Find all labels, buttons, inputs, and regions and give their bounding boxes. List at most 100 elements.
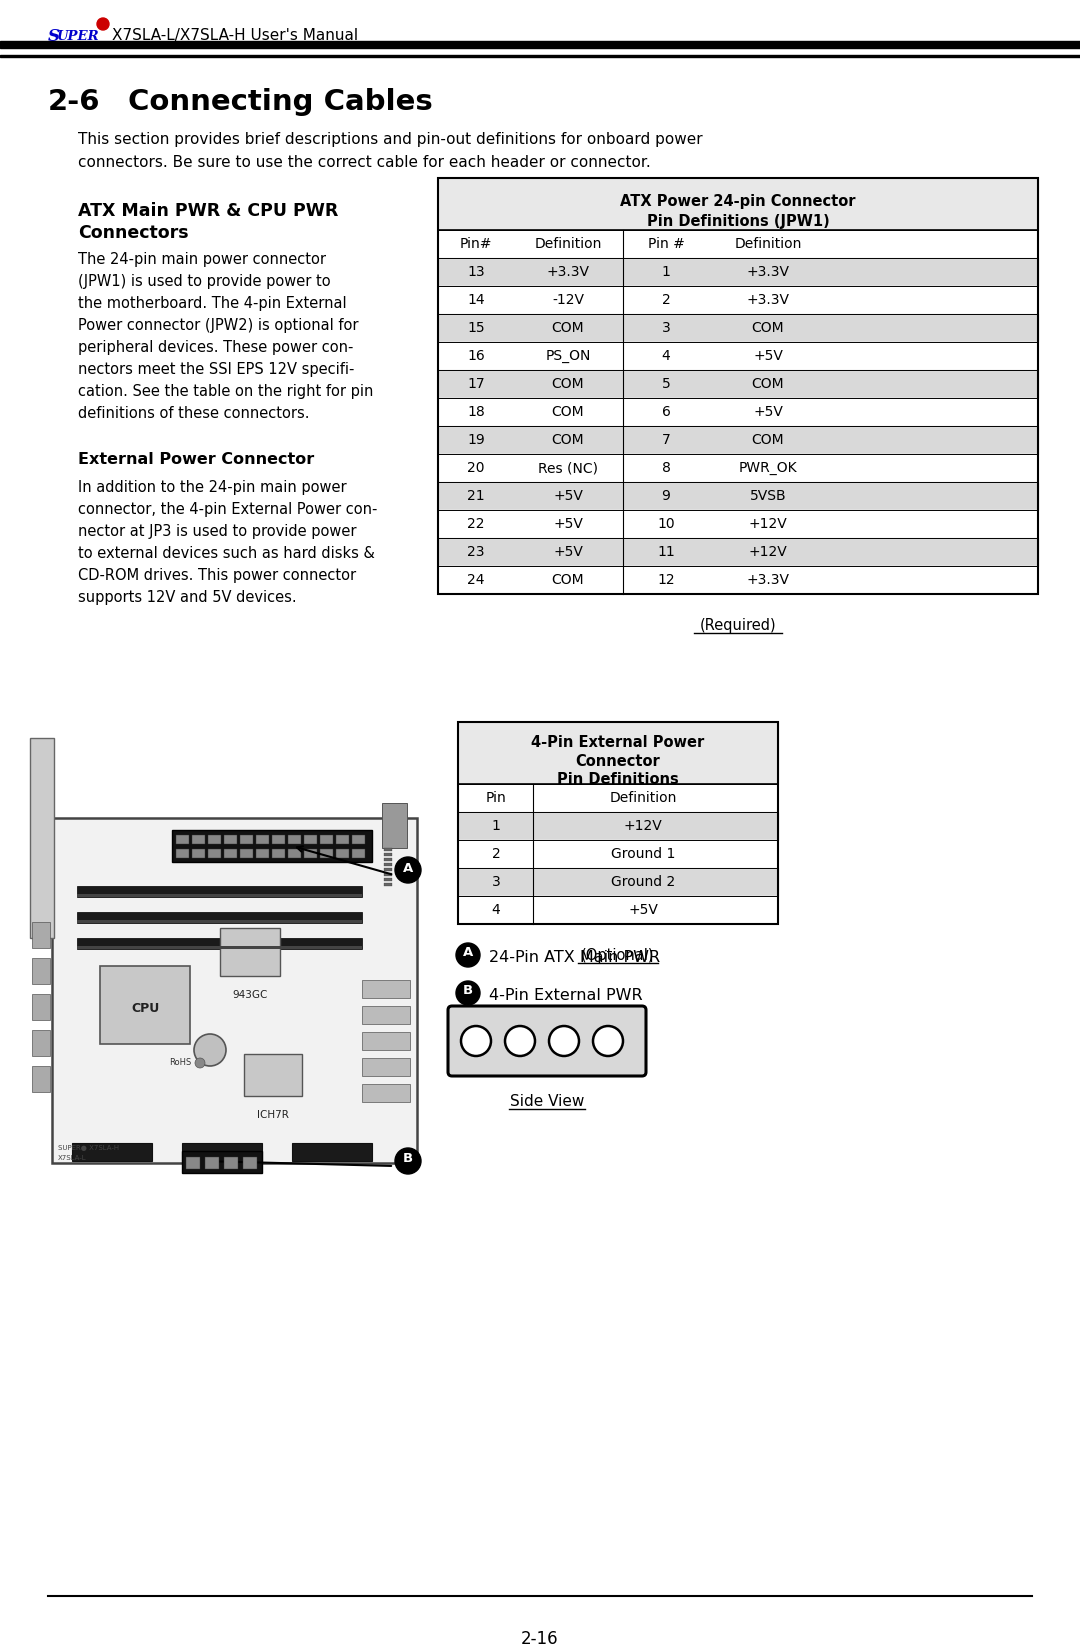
Text: PS_ON: PS_ON [545,350,591,363]
Text: 16: 16 [468,350,485,363]
Text: 18: 18 [468,404,485,419]
Text: Pin#: Pin# [460,238,492,251]
Circle shape [194,1035,226,1066]
Text: Pin: Pin [486,790,507,805]
Bar [384,853,392,856]
Text: A: A [403,861,414,875]
Text: 12: 12 [658,573,675,587]
Text: 4-Pin External Power: 4-Pin External Power [531,734,704,751]
Text: 24-Pin ATX Main PWR: 24-Pin ATX Main PWR [489,950,660,965]
Text: 4: 4 [491,903,500,917]
Text: ATX Power 24-pin Connector: ATX Power 24-pin Connector [620,195,855,210]
Text: COM: COM [752,432,784,447]
Text: 3: 3 [491,874,500,889]
Bar [240,835,253,845]
Text: 1: 1 [491,818,500,833]
Bar [72,1143,152,1162]
Bar [384,883,392,886]
Bar [384,878,392,881]
Bar [362,1084,410,1102]
Bar [438,178,1038,229]
Text: Pin #: Pin # [648,238,685,251]
Circle shape [593,1026,623,1056]
Text: 10: 10 [658,516,675,531]
Text: B: B [463,985,473,998]
Bar [183,1143,262,1162]
Bar [172,830,372,861]
Text: 4-Pin External PWR: 4-Pin External PWR [489,988,643,1003]
Text: +3.3V: +3.3V [746,573,789,587]
Text: S: S [48,28,60,45]
Text: 1: 1 [662,266,671,279]
Bar [438,566,1038,594]
Bar [458,840,778,868]
Bar [77,921,362,922]
Bar [77,886,362,898]
Text: Definition: Definition [535,238,602,251]
Text: Pin Definitions: Pin Definitions [557,772,679,787]
Text: +12V: +12V [748,544,787,559]
Bar [208,835,221,845]
Text: +3.3V: +3.3V [746,294,789,307]
Text: Connecting Cables: Connecting Cables [129,87,433,116]
Text: 5VSB: 5VSB [750,488,786,503]
Text: +3.3V: +3.3V [546,266,590,279]
Text: -12V: -12V [552,294,584,307]
Text: Connectors: Connectors [78,224,189,243]
Text: 943GC: 943GC [232,990,268,1000]
Bar [362,980,410,998]
Bar [100,965,190,1044]
Bar [458,723,778,784]
Text: 14: 14 [468,294,485,307]
Text: COM: COM [752,376,784,391]
Text: 13: 13 [468,266,485,279]
Text: 23: 23 [468,544,485,559]
Text: UPER: UPER [57,30,99,43]
Bar [224,1157,238,1168]
Bar [320,835,333,845]
Bar [256,850,269,858]
Text: ATX Main PWR & CPU PWR: ATX Main PWR & CPU PWR [78,201,338,219]
Bar [77,937,362,949]
Circle shape [395,856,421,883]
Text: 21: 21 [468,488,485,503]
Bar [32,922,50,949]
Text: +5V: +5V [553,544,583,559]
Bar [176,835,189,845]
Text: Connector: Connector [576,754,660,769]
Bar [303,835,318,845]
Bar [192,850,205,858]
Bar [438,178,1038,594]
Text: 15: 15 [468,322,485,335]
Bar [183,1152,262,1173]
Text: 2-6: 2-6 [48,87,100,116]
Bar [438,370,1038,398]
Text: 3: 3 [662,322,671,335]
Bar [32,993,50,1020]
Bar [458,723,778,924]
Bar [458,868,778,896]
Text: The 24-pin main power connector
(JPW1) is used to provide power to
the motherboa: The 24-pin main power connector (JPW1) i… [78,252,374,421]
Bar [458,784,778,812]
Text: RoHS: RoHS [168,1058,191,1068]
Text: 2: 2 [491,846,500,861]
Text: COM: COM [552,376,584,391]
Bar [384,863,392,866]
Text: PWR_OK: PWR_OK [739,460,797,475]
Bar [438,510,1038,538]
Text: COM: COM [552,432,584,447]
Bar [220,927,280,977]
Text: 8: 8 [662,460,671,475]
Text: COM: COM [552,322,584,335]
Bar [224,835,237,845]
Text: COM: COM [552,573,584,587]
Text: Pin Definitions (JPW1): Pin Definitions (JPW1) [647,214,829,229]
Text: COM: COM [752,322,784,335]
Text: A: A [463,947,473,960]
Bar [288,850,301,858]
Bar [438,257,1038,285]
Text: +5V: +5V [753,350,783,363]
Text: This section provides brief descriptions and pin-out definitions for onboard pow: This section provides brief descriptions… [78,132,703,170]
Text: X7SLA-L/X7SLA-H User's Manual: X7SLA-L/X7SLA-H User's Manual [112,28,359,43]
Text: +12V: +12V [623,818,662,833]
